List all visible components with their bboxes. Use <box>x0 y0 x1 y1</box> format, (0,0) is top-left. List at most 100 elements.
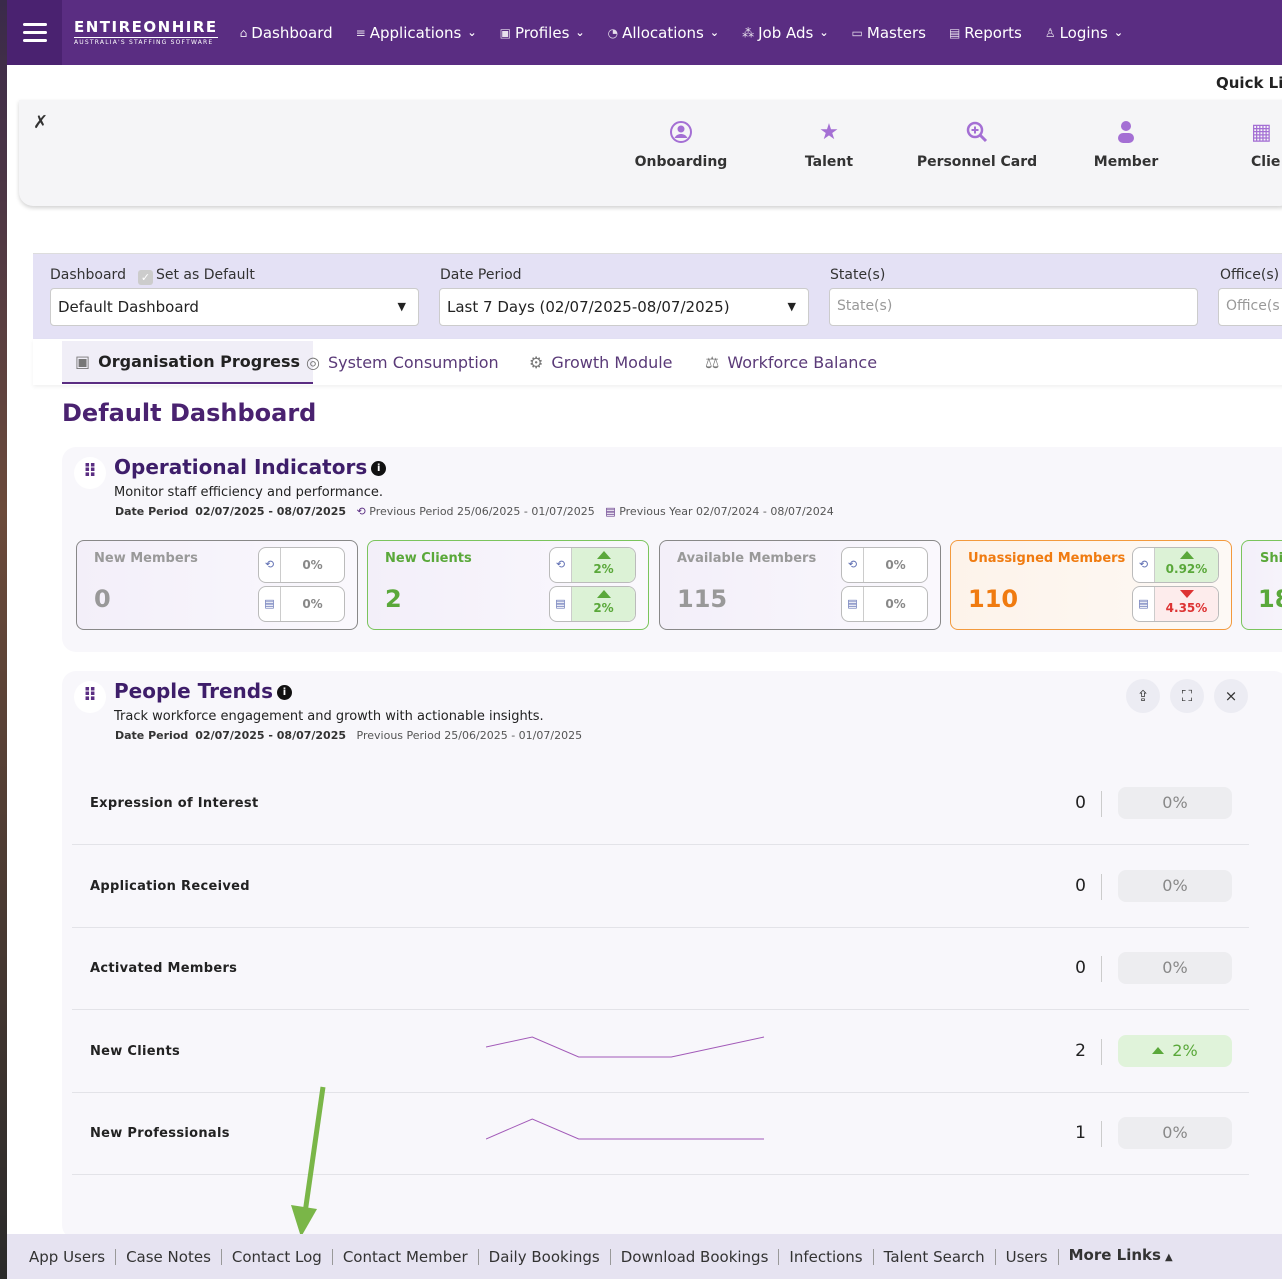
office-input[interactable]: Office(s <box>1218 288 1282 326</box>
history-icon: ⟲ <box>842 548 864 582</box>
section-title: People Trends i <box>114 679 292 703</box>
logo[interactable]: ENTIREONHIRE AUSTRALIA'S STAFFING SOFTWA… <box>74 19 218 46</box>
folder-icon: ▭ <box>851 25 863 40</box>
trend-up-icon <box>596 551 611 559</box>
history-icon: ⟲ <box>1133 548 1155 582</box>
drag-handle-icon[interactable]: ⠿ <box>74 457 106 489</box>
date-period-label: Date Period <box>115 729 189 742</box>
unpin-icon[interactable]: ✗ <box>33 112 49 133</box>
more-links-button[interactable]: More Links ▲ <box>1059 1247 1183 1266</box>
nav-job-ads[interactable]: ⁂ Job Ads ⌄ <box>742 24 828 42</box>
quick-links-panel: ✗ Onboarding ★ Talent Personnel Card Mem… <box>19 100 1282 206</box>
footer-link-contact-log[interactable]: Contact Log <box>222 1248 333 1265</box>
kpi-card-available-members[interactable]: Available Members 115 ⟲ 0% ▤ 0% <box>659 540 941 630</box>
tab-organisation-progress[interactable]: ▣ Organisation Progress <box>62 341 313 384</box>
info-icon[interactable]: i <box>371 461 387 476</box>
kpi-name: Shif <box>1260 551 1282 566</box>
growth-chart-icon: ⚙ <box>529 353 544 372</box>
nav-dashboard[interactable]: ⌂ Dashboard <box>240 24 333 42</box>
kpi-card-unassigned-members[interactable]: Unassigned Members 110 ⟲ 0.92% ▤ 4.35% <box>950 540 1232 630</box>
dashboard-title: Default Dashboard <box>62 399 317 427</box>
footer-link-app-users[interactable]: App Users <box>19 1248 117 1265</box>
date-period-value: Last 7 Days (02/07/2025-08/07/2025) <box>447 298 730 316</box>
operational-indicators-section: ⠿ Operational Indicators i Monitor staff … <box>62 447 1282 652</box>
nav-logins[interactable]: ♙ Logins ⌄ <box>1045 24 1123 42</box>
nav-label: Applications <box>369 23 462 42</box>
quick-link-personnel-card[interactable]: Personnel Card <box>912 120 1042 170</box>
period-info: Date Period 02/07/2025 - 08/07/2025 Prev… <box>115 729 582 742</box>
nav-reports[interactable]: ▤ Reports <box>949 24 1022 42</box>
quick-link-onboarding[interactable]: Onboarding <box>616 120 746 170</box>
chevron-down-icon: ⌄ <box>709 26 720 39</box>
quick-link-label: Onboarding <box>634 154 728 170</box>
trend-label: Application Received <box>90 879 250 894</box>
kpi-previous-period: ⟲ 0.92% <box>1132 547 1219 583</box>
footer-link-download-bookings[interactable]: Download Bookings <box>611 1248 780 1265</box>
kpi-card-shifts[interactable]: Shif 18 <box>1241 540 1282 630</box>
person-icon <box>1061 120 1191 148</box>
kpi-card-new-clients[interactable]: New Clients 2 ⟲ 2% ▤ 2% <box>367 540 649 630</box>
sparkline <box>486 1118 764 1140</box>
footer-link-contact-member[interactable]: Contact Member <box>333 1248 479 1265</box>
drag-handle-icon[interactable]: ⠿ <box>74 681 106 713</box>
footer-link-users[interactable]: Users <box>996 1248 1059 1265</box>
footer-link-case-notes[interactable]: Case Notes <box>116 1248 222 1265</box>
tab-system-consumption[interactable]: ◎ System Consumption <box>293 341 512 384</box>
state-label: State(s) <box>830 267 886 283</box>
kpi-pp-value: 2% <box>593 562 614 576</box>
trend-value: 2 <box>1075 1041 1086 1061</box>
date-period-select[interactable]: Last 7 Days (02/07/2025-08/07/2025) ▼ <box>439 288 809 326</box>
tab-growth-module[interactable]: ⚙ Growth Module <box>516 341 686 384</box>
nav-profiles[interactable]: ▣ Profiles ⌄ <box>500 24 585 42</box>
trend-row-application-received: Application Received 0 0% <box>72 846 1249 928</box>
kpi-previous-year: ▤ 2% <box>549 586 636 622</box>
fullscreen-icon[interactable]: ⛶ <box>1170 679 1204 713</box>
tab-label: System Consumption <box>327 353 499 372</box>
hamburger-menu-icon[interactable] <box>7 0 62 65</box>
kpi-card-new-members[interactable]: New Members 0 ⟲ 0% ▤ 0% <box>76 540 358 630</box>
kpi-pp-value: 0% <box>885 558 906 572</box>
kpi-previous-period: ⟲ 0% <box>841 547 928 583</box>
tab-workforce-balance[interactable]: ⚖ Workforce Balance <box>692 341 890 384</box>
info-icon[interactable]: i <box>277 685 292 700</box>
tab-label: Growth Module <box>551 353 673 372</box>
filter-bar: Dashboard ✓ Set as Default Default Dashboa… <box>33 254 1282 339</box>
dashboard-grid-icon: ▣ <box>75 352 91 371</box>
kpi-name: New Clients <box>385 551 472 566</box>
trend-label: Activated Members <box>90 961 238 976</box>
trend-percent: 0% <box>1118 870 1232 902</box>
calendar-icon: ▤ <box>605 505 616 518</box>
pie-icon: ◔ <box>607 25 619 40</box>
kpi-pp-value: 0.92% <box>1165 562 1208 576</box>
nav-label: Profiles <box>514 23 570 42</box>
divider <box>1101 874 1102 900</box>
footer-link-daily-bookings[interactable]: Daily Bookings <box>479 1248 611 1265</box>
nav-applications[interactable]: ≡ Applications ⌄ <box>356 24 477 42</box>
quick-link-talent[interactable]: ★ Talent <box>764 120 894 170</box>
office-label: Office(s) <box>1220 267 1280 283</box>
calendar-icon: ▤ <box>550 587 572 621</box>
divider <box>1101 791 1102 817</box>
footer-link-talent-search[interactable]: Talent Search <box>874 1248 996 1265</box>
share-icon[interactable]: ⇪ <box>1126 679 1160 713</box>
previous-period: Previous Period 25/06/2025 - 01/07/2025 <box>356 729 583 742</box>
nav-label: Masters <box>866 23 926 42</box>
quick-link-clients[interactable]: ▦ Clie <box>1209 120 1282 170</box>
quick-link-member[interactable]: Member <box>1061 120 1191 170</box>
dashboard-select-value: Default Dashboard <box>58 298 199 316</box>
collapse-icon[interactable]: ⨯ <box>1214 679 1248 713</box>
section-title: Operational Indicators i <box>114 455 387 479</box>
nav-masters[interactable]: ▭ Masters <box>852 24 926 42</box>
state-input[interactable]: State(s) <box>829 288 1198 326</box>
calendar-icon: ▤ <box>259 587 281 621</box>
quick-links-title: Quick Li <box>1216 74 1282 92</box>
period-info: Date Period 02/07/2025 - 08/07/2025 ⟲ Pr… <box>115 505 834 518</box>
trend-value: 0 <box>1075 793 1086 813</box>
sparkline-path <box>486 1036 765 1058</box>
footer-link-infections[interactable]: Infections <box>779 1248 874 1265</box>
nav-allocations[interactable]: ◔ Allocations ⌄ <box>608 24 719 42</box>
set-default-checkbox[interactable]: ✓ <box>137 270 153 285</box>
nav-label: Logins <box>1059 23 1108 42</box>
section-title-text: People Trends <box>114 679 273 703</box>
dashboard-select[interactable]: Default Dashboard ▼ <box>50 288 419 326</box>
